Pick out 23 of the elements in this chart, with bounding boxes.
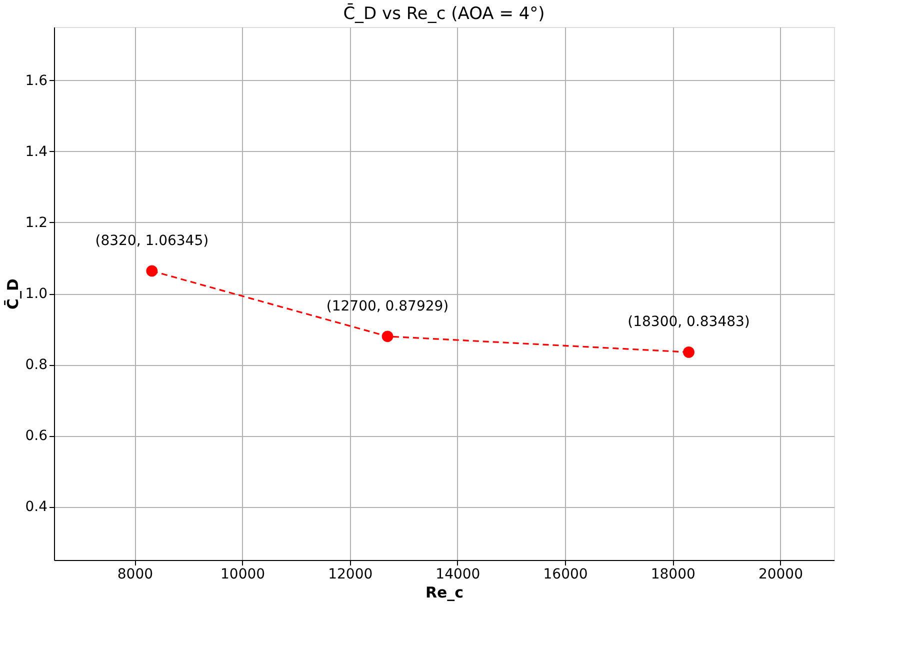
x-tick-label: 8000 bbox=[117, 566, 154, 582]
chart-title: C̄_D vs Re_c (AOA = 4°) bbox=[343, 2, 545, 24]
y-axis-title: C̄_D bbox=[4, 278, 22, 310]
y-tick-label: 0.6 bbox=[25, 428, 48, 444]
x-tick-label: 10000 bbox=[220, 566, 266, 582]
y-tick-label: 1.6 bbox=[25, 72, 48, 89]
point bbox=[683, 346, 694, 358]
annotation: (18300, 0.83483) bbox=[628, 314, 750, 330]
point bbox=[382, 330, 394, 342]
y-tick-label: 1.2 bbox=[25, 214, 48, 231]
x-tick-label: 14000 bbox=[436, 566, 480, 582]
x-tick-label: 20000 bbox=[758, 566, 803, 582]
y-tick-label: 1.4 bbox=[25, 144, 48, 160]
y-tick-label: 0.8 bbox=[25, 357, 48, 374]
x-axis-title: Re_c bbox=[425, 584, 464, 602]
x-tick-label: 16000 bbox=[543, 566, 588, 582]
point bbox=[146, 265, 158, 277]
y-tick-label: 1.0 bbox=[25, 286, 48, 302]
y-tick-label: 0.4 bbox=[25, 499, 48, 516]
x-tick-label: 18000 bbox=[650, 566, 696, 582]
annotation: (8320, 1.06345) bbox=[95, 232, 209, 249]
annotation: (12700, 0.87929) bbox=[326, 298, 449, 314]
x-tick-label: 12000 bbox=[328, 566, 373, 582]
